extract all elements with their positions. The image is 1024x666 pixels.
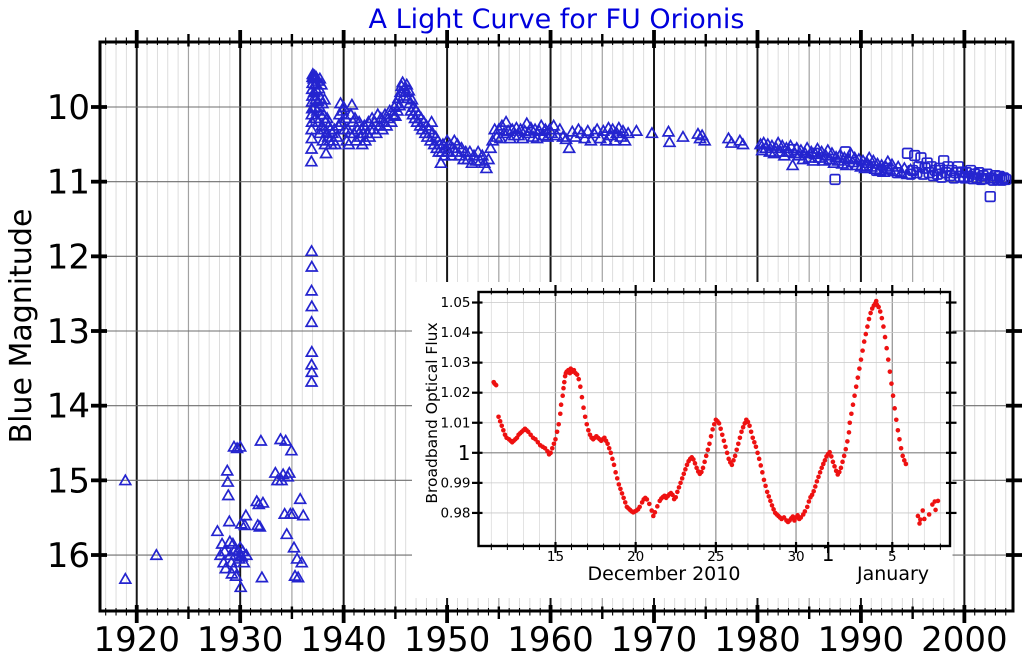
inset-panel [412, 282, 953, 598]
inset-series-dots [491, 298, 941, 526]
svg-text:14: 14 [47, 387, 90, 427]
chart-title: A Light Curve for FU Orionis [368, 4, 745, 35]
svg-text:1950: 1950 [404, 620, 491, 660]
svg-text:1920: 1920 [93, 620, 180, 660]
svg-text:15: 15 [47, 461, 90, 501]
main-axes [91, 30, 1022, 623]
svg-text:1.01: 1.01 [440, 415, 470, 431]
svg-text:1: 1 [458, 441, 471, 465]
svg-text:1930: 1930 [197, 620, 284, 660]
svg-text:5: 5 [888, 549, 897, 565]
inset-y-axis-label: Broadband Optical Flux [423, 322, 441, 504]
svg-text:13: 13 [47, 312, 90, 352]
svg-text:15: 15 [547, 549, 564, 565]
main-series-triangles [118, 67, 918, 593]
svg-text:30: 30 [787, 549, 804, 565]
main-axis-tick-labels: 1920 1930 1940 1950 1960 1970 1980 1990 20001011… [47, 88, 1008, 660]
svg-text:1.02: 1.02 [440, 385, 470, 401]
svg-text:1990: 1990 [818, 620, 905, 660]
svg-text:1: 1 [822, 542, 835, 566]
svg-text:1940: 1940 [300, 620, 387, 660]
inset-axes [472, 285, 957, 553]
inset-grid [478, 292, 950, 546]
svg-text:1960: 1960 [507, 620, 594, 660]
main-y-axis-label: Blue Magnitude [4, 208, 39, 444]
svg-text:0.99: 0.99 [440, 475, 470, 491]
main-series-squares [788, 143, 1012, 203]
svg-text:12: 12 [47, 237, 90, 277]
svg-text:20: 20 [627, 549, 644, 565]
svg-text:0.98: 0.98 [440, 505, 470, 521]
inset-december-label: December 2010 [587, 563, 741, 585]
inset-january-label: January [856, 563, 930, 585]
svg-text:10: 10 [47, 88, 90, 128]
svg-text:1970: 1970 [611, 620, 698, 660]
svg-text:11: 11 [47, 163, 90, 203]
svg-text:1980: 1980 [714, 620, 801, 660]
svg-text:1.04: 1.04 [440, 325, 470, 341]
svg-text:25: 25 [707, 549, 724, 565]
svg-text:16: 16 [47, 536, 90, 576]
svg-text:2000: 2000 [921, 620, 1008, 660]
svg-text:1.05: 1.05 [440, 295, 470, 311]
svg-text:1.03: 1.03 [440, 355, 470, 371]
